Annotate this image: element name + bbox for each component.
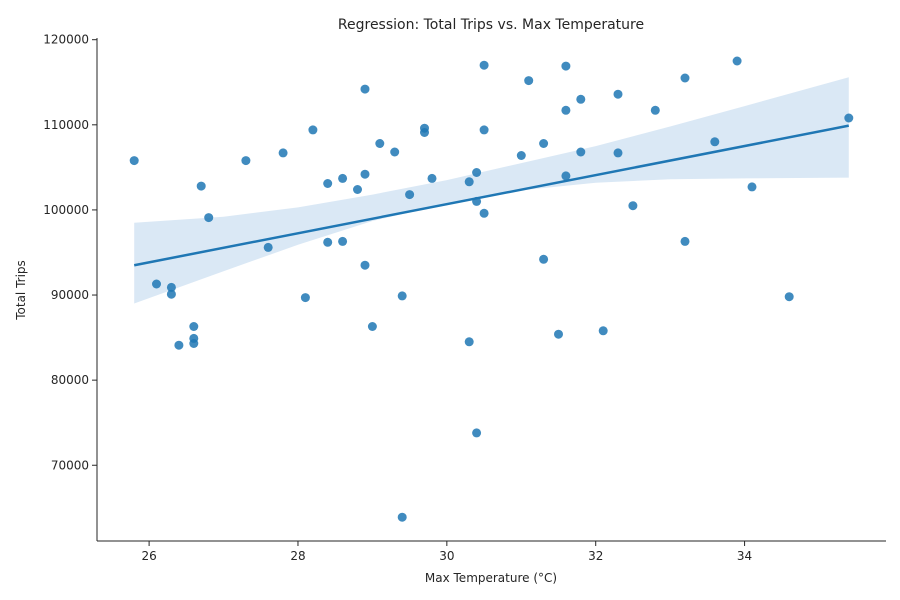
y-tick-label: 70000 xyxy=(51,458,89,472)
scatter-point xyxy=(189,322,199,331)
scatter-point xyxy=(680,73,690,83)
scatter-point xyxy=(360,84,370,94)
scatter-point xyxy=(189,339,199,348)
scatter-point xyxy=(390,147,400,157)
scatter-point xyxy=(405,190,415,200)
scatter-point xyxy=(308,125,318,135)
scatter-point xyxy=(628,201,638,211)
regression-line-layer xyxy=(133,124,850,267)
x-tick-label: 32 xyxy=(588,549,603,563)
scatter-point xyxy=(360,260,370,270)
scatter-point xyxy=(278,148,288,158)
scatter-point xyxy=(360,169,370,179)
scatter-point xyxy=(397,512,407,522)
scatter-point xyxy=(420,128,429,137)
y-tick-label: 80000 xyxy=(51,373,89,387)
scatter-point xyxy=(576,147,586,157)
scatter-point xyxy=(576,94,586,104)
scatter-point xyxy=(598,326,608,336)
scatter-point xyxy=(539,139,549,148)
y-tick-label: 100000 xyxy=(43,203,89,217)
scatter-point xyxy=(747,182,757,192)
scatter-point xyxy=(472,428,482,438)
confidence-band-layer xyxy=(134,77,849,304)
regression-line xyxy=(133,124,850,267)
scatter-point xyxy=(464,337,474,347)
scatter-point xyxy=(174,340,184,350)
scatter-point xyxy=(196,181,206,191)
scatter-point xyxy=(650,105,660,115)
scatter-point xyxy=(732,56,742,66)
scatter-point xyxy=(479,208,489,218)
scatter-point xyxy=(367,322,377,331)
scatter-point xyxy=(397,291,407,301)
scatter-point xyxy=(241,156,251,166)
x-axis-label: Max Temperature (°C) xyxy=(425,571,557,585)
y-axis-label: Total Trips xyxy=(14,260,28,321)
scatter-point xyxy=(561,105,571,115)
x-tick-label: 34 xyxy=(737,549,752,563)
scatter-point xyxy=(516,151,526,160)
x-tick-label: 28 xyxy=(290,549,305,563)
scatter-point xyxy=(204,213,214,223)
scatter-point xyxy=(375,139,385,148)
y-tick-label: 110000 xyxy=(43,118,89,132)
scatter-point xyxy=(710,137,720,147)
scatter-point xyxy=(561,171,571,181)
y-tick-label: 90000 xyxy=(51,288,89,302)
scatter-point xyxy=(323,179,333,188)
scatter-point xyxy=(561,61,571,71)
scatter-points-layer xyxy=(129,56,854,522)
scatter-point xyxy=(479,125,489,135)
scatter-point xyxy=(152,279,161,289)
y-tick-label: 120000 xyxy=(43,33,89,47)
scatter-point xyxy=(263,242,273,252)
scatter-point xyxy=(613,89,623,99)
scatter-point xyxy=(613,148,623,158)
scatter-point xyxy=(680,236,690,246)
scatter-point xyxy=(338,173,348,183)
scatter-point xyxy=(554,329,563,339)
scatter-point xyxy=(129,156,139,166)
scatter-point xyxy=(300,293,310,303)
scatter-point xyxy=(539,254,549,264)
scatter-point xyxy=(338,236,348,246)
scatter-point xyxy=(784,292,794,302)
x-ticks-layer: 26 28 30 32 34 xyxy=(141,541,752,563)
x-tick-label: 30 xyxy=(439,549,454,563)
scatter-point xyxy=(353,185,362,194)
confidence-band xyxy=(134,77,849,304)
scatter-point xyxy=(323,237,333,247)
scatter-point xyxy=(166,282,176,292)
scatter-point xyxy=(479,60,489,70)
scatter-point xyxy=(464,177,474,187)
scatter-point xyxy=(427,173,437,183)
chart-title: Regression: Total Trips vs. Max Temperat… xyxy=(338,17,644,33)
scatter-point xyxy=(844,113,854,123)
y-ticks-layer: 70000 80000 90000 100000 110000 120000 xyxy=(43,33,97,472)
scatter-point xyxy=(472,168,482,177)
scatter-point xyxy=(166,289,176,299)
x-tick-label: 26 xyxy=(141,549,156,563)
scatter-point xyxy=(524,76,534,86)
